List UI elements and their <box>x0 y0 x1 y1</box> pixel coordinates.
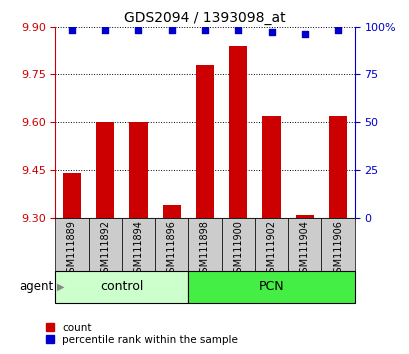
Bar <box>196 65 213 218</box>
Text: GDS2094 / 1393098_at: GDS2094 / 1393098_at <box>124 11 285 25</box>
Text: control: control <box>100 280 143 293</box>
Point <box>69 28 75 33</box>
Text: GSM111904: GSM111904 <box>299 220 309 279</box>
Bar <box>63 173 81 218</box>
Bar <box>328 116 346 218</box>
Text: agent: agent <box>19 280 53 293</box>
Text: ▶: ▶ <box>57 282 65 292</box>
Bar <box>121 218 155 271</box>
Bar <box>295 215 313 218</box>
Bar <box>188 218 221 271</box>
Bar <box>254 218 288 271</box>
Bar <box>55 271 188 303</box>
Bar <box>188 271 354 303</box>
Text: GSM111896: GSM111896 <box>166 220 176 279</box>
Point <box>334 28 340 33</box>
Point <box>267 29 274 35</box>
Text: GSM111892: GSM111892 <box>100 220 110 279</box>
Bar <box>229 46 247 218</box>
Text: GSM111898: GSM111898 <box>200 220 209 279</box>
Bar <box>162 205 180 218</box>
Point <box>168 28 175 33</box>
Bar <box>96 122 114 218</box>
Point <box>135 28 142 33</box>
Text: GSM111902: GSM111902 <box>266 220 276 279</box>
Text: PCN: PCN <box>258 280 283 293</box>
Bar <box>155 218 188 271</box>
Bar <box>221 218 254 271</box>
Point <box>301 32 307 37</box>
Text: GSM111894: GSM111894 <box>133 220 143 279</box>
Text: GSM111889: GSM111889 <box>67 220 77 279</box>
Legend: count, percentile rank within the sample: count, percentile rank within the sample <box>42 318 241 349</box>
Text: GSM111906: GSM111906 <box>332 220 342 279</box>
Bar <box>129 122 147 218</box>
Point <box>234 28 241 33</box>
Bar <box>321 218 354 271</box>
Point <box>102 28 108 33</box>
Text: GSM111900: GSM111900 <box>233 220 243 279</box>
Bar <box>262 116 280 218</box>
Bar <box>288 218 321 271</box>
Bar <box>88 218 121 271</box>
Point <box>201 28 208 33</box>
Bar <box>55 218 88 271</box>
